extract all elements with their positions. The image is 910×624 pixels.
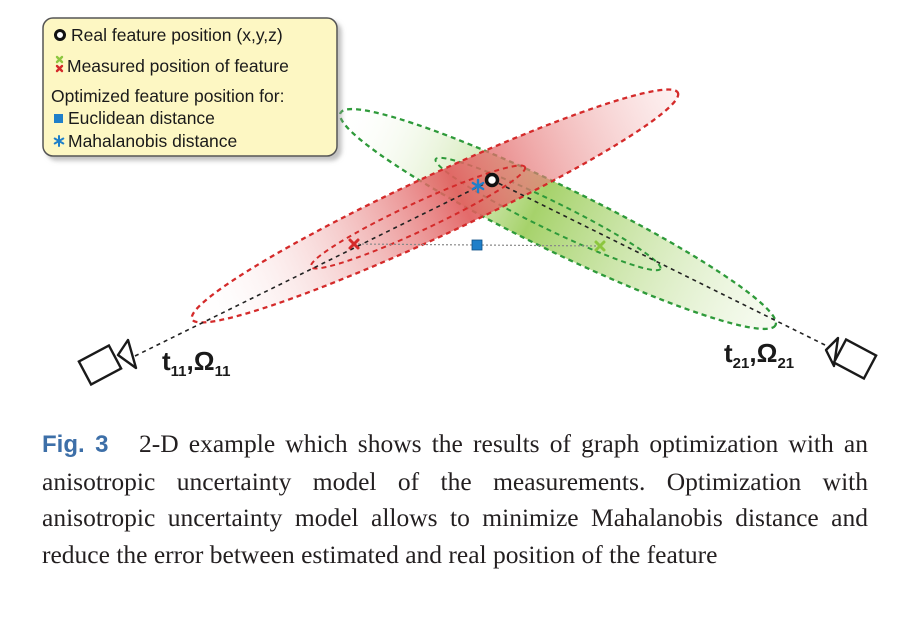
green-small-ellipse bbox=[434, 156, 662, 272]
measured-position-red-marker bbox=[348, 238, 360, 250]
euclidean-connection-line bbox=[353, 243, 601, 247]
red-large-ellipse bbox=[190, 88, 680, 324]
legend-real-position-icon bbox=[54, 29, 66, 41]
figure-diagram: t11,Ω11 t21,Ω21 Real feature position (x… bbox=[42, 17, 878, 387]
left-camera-icon bbox=[77, 338, 138, 387]
legend-mahalanobis-icon bbox=[53, 135, 65, 147]
legend-measured-position-icon bbox=[55, 55, 64, 73]
green-uncertainty-ellipses bbox=[338, 107, 778, 331]
left-camera-label: t11,Ω11 bbox=[162, 346, 230, 380]
legend-euclidean-label: Euclidean distance bbox=[68, 108, 215, 128]
figure-caption: Fig. 3 2-D example which shows the resul… bbox=[42, 426, 868, 573]
right-camera-icon bbox=[824, 336, 878, 381]
legend-real-position-label: Real feature position (x,y,z) bbox=[71, 25, 283, 45]
right-camera-ray bbox=[491, 179, 826, 346]
left-camera-ray bbox=[134, 179, 493, 357]
legend-measured-position-label: Measured position of feature bbox=[67, 56, 289, 76]
caption-text: 2-D example which shows the results of g… bbox=[42, 429, 868, 569]
legend-mahalanobis-label: Mahalanobis distance bbox=[68, 131, 237, 151]
euclidean-optimized-marker bbox=[471, 239, 483, 251]
legend-optimized-heading: Optimized feature position for: bbox=[51, 86, 284, 106]
right-camera-label: t21,Ω21 bbox=[724, 338, 794, 372]
legend: Real feature position (x,y,z) Measured p… bbox=[42, 17, 338, 157]
legend-euclidean-icon bbox=[54, 114, 63, 123]
measured-position-green-marker bbox=[594, 240, 606, 252]
caption-label: Fig. 3 bbox=[42, 431, 109, 458]
legend-box bbox=[42, 17, 338, 157]
mahalanobis-optimized-marker bbox=[471, 178, 485, 194]
green-large-ellipse bbox=[338, 107, 778, 331]
red-small-ellipse bbox=[309, 164, 527, 270]
red-uncertainty-ellipses bbox=[190, 88, 680, 324]
real-feature-position-marker bbox=[484, 172, 500, 188]
